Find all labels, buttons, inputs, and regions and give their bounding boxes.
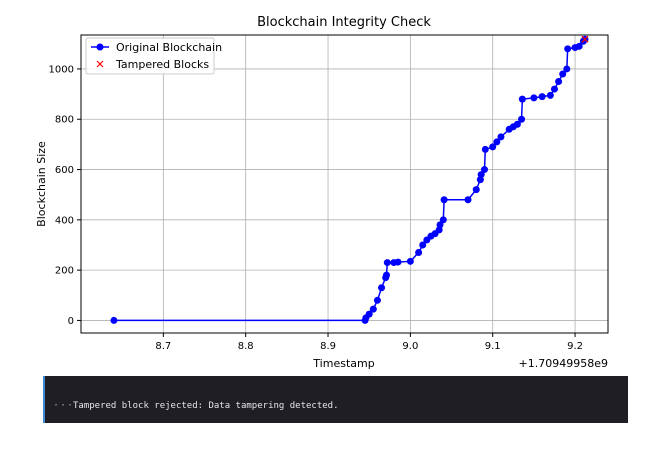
legend-label-tampered: Tampered Blocks xyxy=(115,58,209,71)
data-point xyxy=(555,78,563,86)
x-tick-label: 9.0 xyxy=(402,341,418,352)
data-point xyxy=(530,94,538,102)
legend-box xyxy=(85,37,215,75)
data-point xyxy=(518,115,526,123)
data-point xyxy=(464,196,472,204)
data-point xyxy=(564,45,572,53)
cell-output-panel: ··· Tampered block rejected: Data tamper… xyxy=(43,376,628,423)
data-point xyxy=(493,138,501,146)
y-tick-label: 1000 xyxy=(49,64,74,75)
legend: Original Blockchain Tampered Blocks xyxy=(85,37,222,75)
data-point xyxy=(439,216,447,224)
y-tick-label: 0 xyxy=(68,316,74,327)
data-point xyxy=(481,145,489,153)
data-point xyxy=(110,316,118,324)
data-point xyxy=(518,95,526,103)
data-point xyxy=(489,143,497,151)
data-point xyxy=(440,196,448,204)
data-point xyxy=(373,296,381,304)
data-point xyxy=(559,70,567,78)
y-tick-label: 400 xyxy=(55,215,74,226)
data-point xyxy=(563,65,571,73)
y-tick-label: 200 xyxy=(55,266,74,277)
output-message: Tampered block rejected: Data tampering … xyxy=(73,401,339,411)
data-point xyxy=(477,171,485,179)
data-point xyxy=(538,93,546,101)
data-point xyxy=(436,221,444,229)
x-tick-label: 8.9 xyxy=(320,341,336,352)
data-point xyxy=(365,310,373,318)
data-point xyxy=(383,259,391,267)
data-point xyxy=(382,271,390,279)
data-point xyxy=(369,305,377,313)
data-point xyxy=(378,284,386,292)
data-point xyxy=(497,133,505,141)
grid xyxy=(81,35,608,333)
data-point xyxy=(415,249,423,257)
data-point xyxy=(406,257,414,265)
data-point xyxy=(394,258,402,266)
x-tick-label: 9.1 xyxy=(485,341,501,352)
x-axis-label: Timestamp xyxy=(312,357,374,370)
series-layer xyxy=(110,35,589,324)
x-offset-label: +1.70949958e9 xyxy=(519,357,608,370)
tampered-marker xyxy=(581,35,589,43)
legend-marker-tampered xyxy=(96,60,104,68)
series-line-original xyxy=(113,38,586,322)
data-point xyxy=(480,166,488,174)
x-tick-label: 9.2 xyxy=(567,341,583,352)
ticks: 8.7 8.8 8.9 9.0 9.1 9.2 0 200 400 600 800 1000 xyxy=(49,64,583,352)
chart-title: Blockchain Integrity Check xyxy=(257,15,431,30)
x-tick-label: 8.7 xyxy=(155,341,171,352)
y-tick-label: 800 xyxy=(55,115,74,126)
data-point xyxy=(575,42,583,50)
y-axis-label: Blockchain Size xyxy=(35,141,48,227)
y-tick-label: 600 xyxy=(55,165,74,176)
data-point xyxy=(550,85,558,93)
data-point xyxy=(419,241,427,249)
data-point xyxy=(513,120,521,128)
tampered-marker-stroke xyxy=(581,35,589,43)
data-point xyxy=(546,91,554,99)
x-tick-label: 8.8 xyxy=(238,341,254,352)
output-ellipsis-icon[interactable]: ··· xyxy=(53,400,75,411)
legend-marker-original xyxy=(96,43,104,51)
plot-frame xyxy=(80,34,609,334)
legend-label-original: Original Blockchain xyxy=(116,41,222,54)
data-point xyxy=(472,186,480,194)
chart-figure: Blockchain Integrity Check 8.7 8.8 8.9 9.0 9… xyxy=(35,15,609,370)
